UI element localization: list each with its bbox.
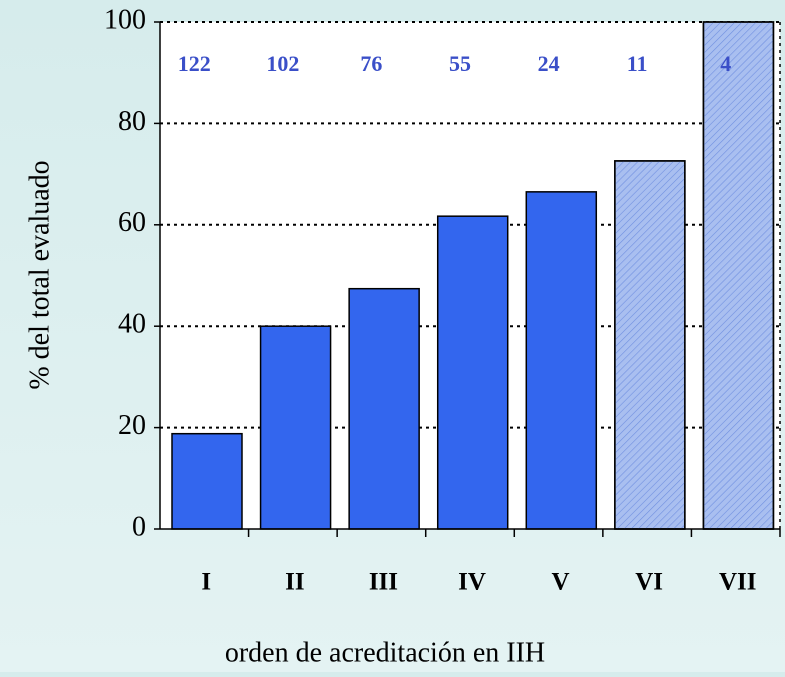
bar (436, 215, 509, 530)
bar (525, 191, 598, 530)
y-tick-label: 0 (132, 511, 146, 542)
bar-hatch (702, 21, 775, 530)
y-tick-label: 100 (104, 4, 146, 35)
count-label: 24 (538, 51, 560, 76)
y-tick-label: 20 (118, 410, 146, 441)
count-label: 122 (178, 51, 211, 76)
x-tick-label: III (369, 569, 398, 596)
x-tick-label: II (285, 569, 304, 596)
bar (171, 432, 243, 530)
bar-hatch (614, 160, 686, 530)
count-label: 76 (360, 51, 382, 76)
x-tick-label: VII (719, 569, 757, 596)
x-tick-label: VI (635, 569, 663, 596)
y-axis-label: % del total evaluado (24, 160, 55, 389)
x-tick-label: V (552, 569, 570, 596)
count-label: 11 (627, 51, 648, 76)
count-label: 102 (266, 51, 299, 76)
bar (259, 325, 332, 530)
count-label: 4 (720, 51, 731, 76)
x-tick-label: IV (458, 569, 486, 596)
y-tick-label: 60 (118, 207, 146, 238)
y-tick-label: 80 (118, 106, 146, 137)
bar (348, 287, 420, 530)
x-axis-label: orden de acreditación en IIH (225, 637, 545, 668)
x-tick-label: I (201, 569, 211, 596)
count-label: 55 (449, 51, 471, 76)
y-tick-label: 40 (118, 309, 146, 340)
